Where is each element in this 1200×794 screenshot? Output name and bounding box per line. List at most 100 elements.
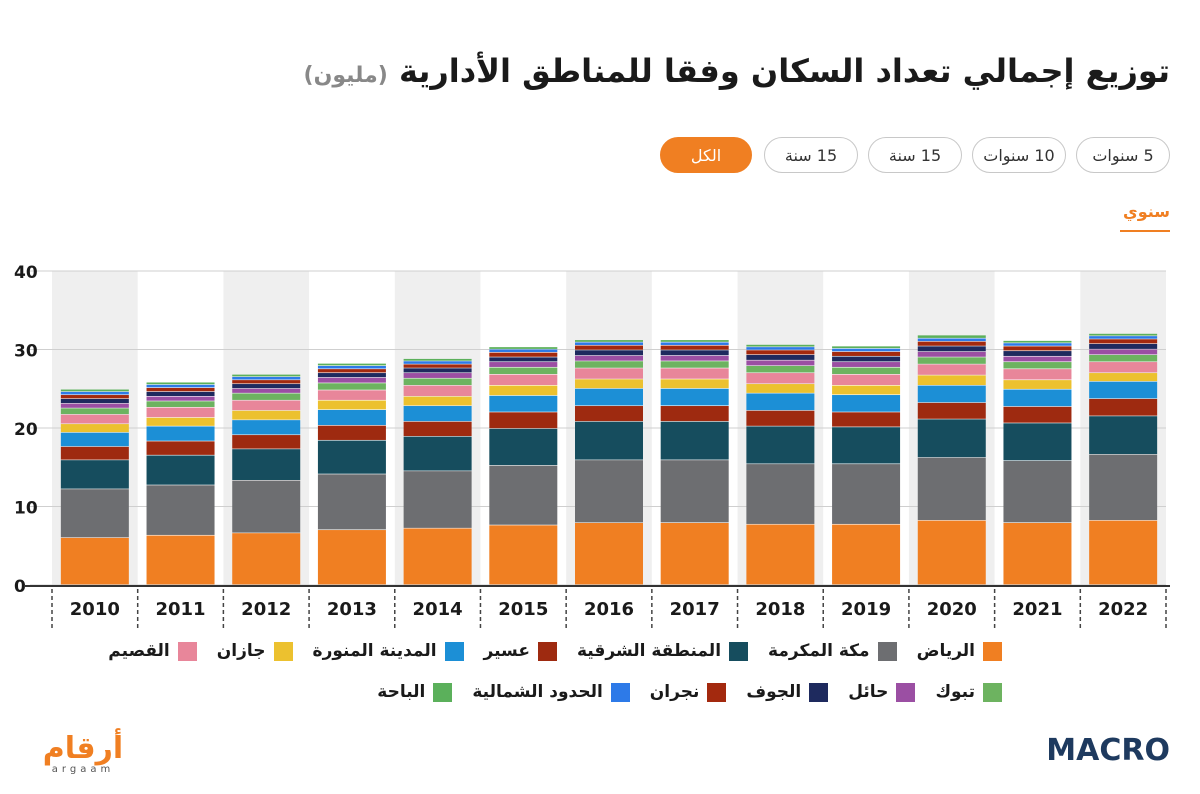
bar-segment bbox=[832, 348, 901, 352]
bar-segment bbox=[60, 424, 129, 433]
bar-segment bbox=[660, 379, 729, 389]
x-tick-label: 2010 bbox=[70, 599, 120, 620]
bar-segment bbox=[1003, 522, 1072, 585]
legend-item[interactable]: الجوف bbox=[746, 682, 829, 702]
bar-segment bbox=[60, 408, 129, 415]
bar-segment bbox=[146, 407, 215, 418]
bar-segment bbox=[403, 368, 472, 373]
tab-all[interactable]: الكل bbox=[660, 137, 752, 173]
bar-segment bbox=[403, 406, 472, 422]
bar-segment bbox=[832, 356, 901, 362]
title-unit: (مليون) bbox=[303, 63, 388, 88]
bar-segment bbox=[1089, 336, 1158, 339]
bar-segment bbox=[317, 373, 386, 378]
y-tick-label: 20 bbox=[14, 420, 38, 440]
bar-segment bbox=[403, 396, 472, 406]
bar-segment bbox=[60, 391, 129, 395]
legend-item[interactable]: جازان bbox=[217, 641, 293, 661]
bar-segment bbox=[317, 440, 386, 474]
legend-item[interactable]: المنطقة الشرقية bbox=[577, 641, 749, 661]
bar-segment bbox=[489, 367, 558, 375]
bar-segment bbox=[146, 396, 215, 401]
bar-segment bbox=[146, 384, 215, 388]
bar-segment bbox=[575, 342, 643, 345]
legend-item[interactable]: حائل bbox=[848, 682, 916, 702]
legend-swatch bbox=[537, 641, 557, 661]
bar-segment bbox=[60, 537, 129, 585]
legend-item[interactable]: نجران bbox=[650, 682, 727, 702]
bar-segment bbox=[746, 464, 815, 524]
bar-segment bbox=[832, 362, 901, 367]
bar-segment bbox=[146, 426, 215, 441]
bar-segment bbox=[917, 335, 986, 338]
bar-segment bbox=[232, 420, 301, 435]
bar-segment bbox=[317, 530, 386, 585]
bar-segment bbox=[660, 342, 729, 345]
legend-swatch bbox=[177, 641, 197, 661]
tab-15-years-a[interactable]: 15 سنة bbox=[868, 137, 962, 173]
tab-5-years[interactable]: 5 سنوات bbox=[1076, 137, 1170, 173]
bar-segment bbox=[1003, 423, 1072, 461]
bar-segment bbox=[489, 385, 558, 396]
legend-swatch bbox=[610, 682, 630, 702]
legend-label: الرياض bbox=[916, 641, 975, 661]
bar-segment bbox=[832, 346, 901, 349]
bar-segment bbox=[60, 489, 129, 538]
bar-segment bbox=[489, 374, 558, 386]
page-title: توزيع إجمالي تعداد السكان وفقا للمناطق ا… bbox=[304, 52, 1170, 90]
legend-label: حائل bbox=[848, 682, 889, 702]
bar-segment bbox=[403, 436, 472, 471]
bar-segment bbox=[746, 373, 815, 384]
legend-item[interactable]: الحدود الشمالية bbox=[472, 682, 630, 702]
bar-segment bbox=[1003, 389, 1072, 407]
bar-segment bbox=[832, 427, 901, 464]
bar-segment bbox=[660, 368, 729, 379]
bar-segment bbox=[317, 390, 386, 400]
x-tick-label: 2017 bbox=[670, 599, 720, 620]
legend-label: نجران bbox=[649, 682, 700, 702]
legend-item[interactable]: المدينة المنورة bbox=[313, 641, 464, 661]
bar-segment bbox=[746, 354, 815, 360]
bar-segment bbox=[489, 395, 558, 412]
legend-label: تبوك bbox=[935, 682, 975, 702]
bar-segment bbox=[1089, 344, 1158, 349]
legend-item[interactable]: الرياض bbox=[917, 641, 1002, 661]
legend-item[interactable]: عسير bbox=[484, 641, 557, 661]
bar-segment bbox=[575, 355, 643, 361]
bar-segment bbox=[317, 425, 386, 440]
legend-label: عسير bbox=[483, 641, 530, 661]
legend-label: جازان bbox=[216, 641, 266, 661]
bar-segment bbox=[575, 522, 643, 585]
legend-item[interactable]: تبوك bbox=[935, 682, 1002, 702]
bar-segment bbox=[746, 426, 815, 464]
legend-swatch bbox=[877, 641, 897, 661]
bar-segment bbox=[1003, 340, 1072, 343]
legend-swatch bbox=[444, 641, 464, 661]
bar-segment bbox=[60, 414, 129, 424]
bar-segment bbox=[317, 383, 386, 390]
bar-segment bbox=[232, 435, 301, 449]
bar-segment bbox=[575, 388, 643, 406]
bar-segment bbox=[575, 350, 643, 356]
bar-segment bbox=[917, 351, 986, 357]
bar-segment bbox=[917, 419, 986, 458]
bar-segment bbox=[232, 410, 301, 420]
bar-segment bbox=[317, 365, 386, 369]
bar-segment bbox=[746, 344, 815, 347]
legend-item[interactable]: القصيم bbox=[108, 641, 197, 661]
legend-item[interactable]: الباحة bbox=[377, 682, 453, 702]
bar-segment bbox=[917, 375, 986, 386]
argaam-logo-sub: argaam bbox=[52, 764, 114, 775]
y-tick-label: 30 bbox=[14, 342, 38, 362]
bar-segment bbox=[60, 395, 129, 399]
bar-segment bbox=[1089, 381, 1158, 399]
tab-10-years[interactable]: 10 سنوات bbox=[972, 137, 1066, 173]
legend-item[interactable]: مكة المكرمة bbox=[768, 641, 897, 661]
bar-segment bbox=[746, 393, 815, 411]
x-tick-label: 2013 bbox=[327, 599, 377, 620]
tab-15-years-b[interactable]: 15 سنة bbox=[764, 137, 858, 173]
frequency-selector[interactable]: سنوي bbox=[1123, 202, 1170, 221]
bar-segment bbox=[317, 369, 386, 373]
bar-segment bbox=[746, 524, 815, 585]
legend-label: الجوف bbox=[746, 682, 802, 702]
